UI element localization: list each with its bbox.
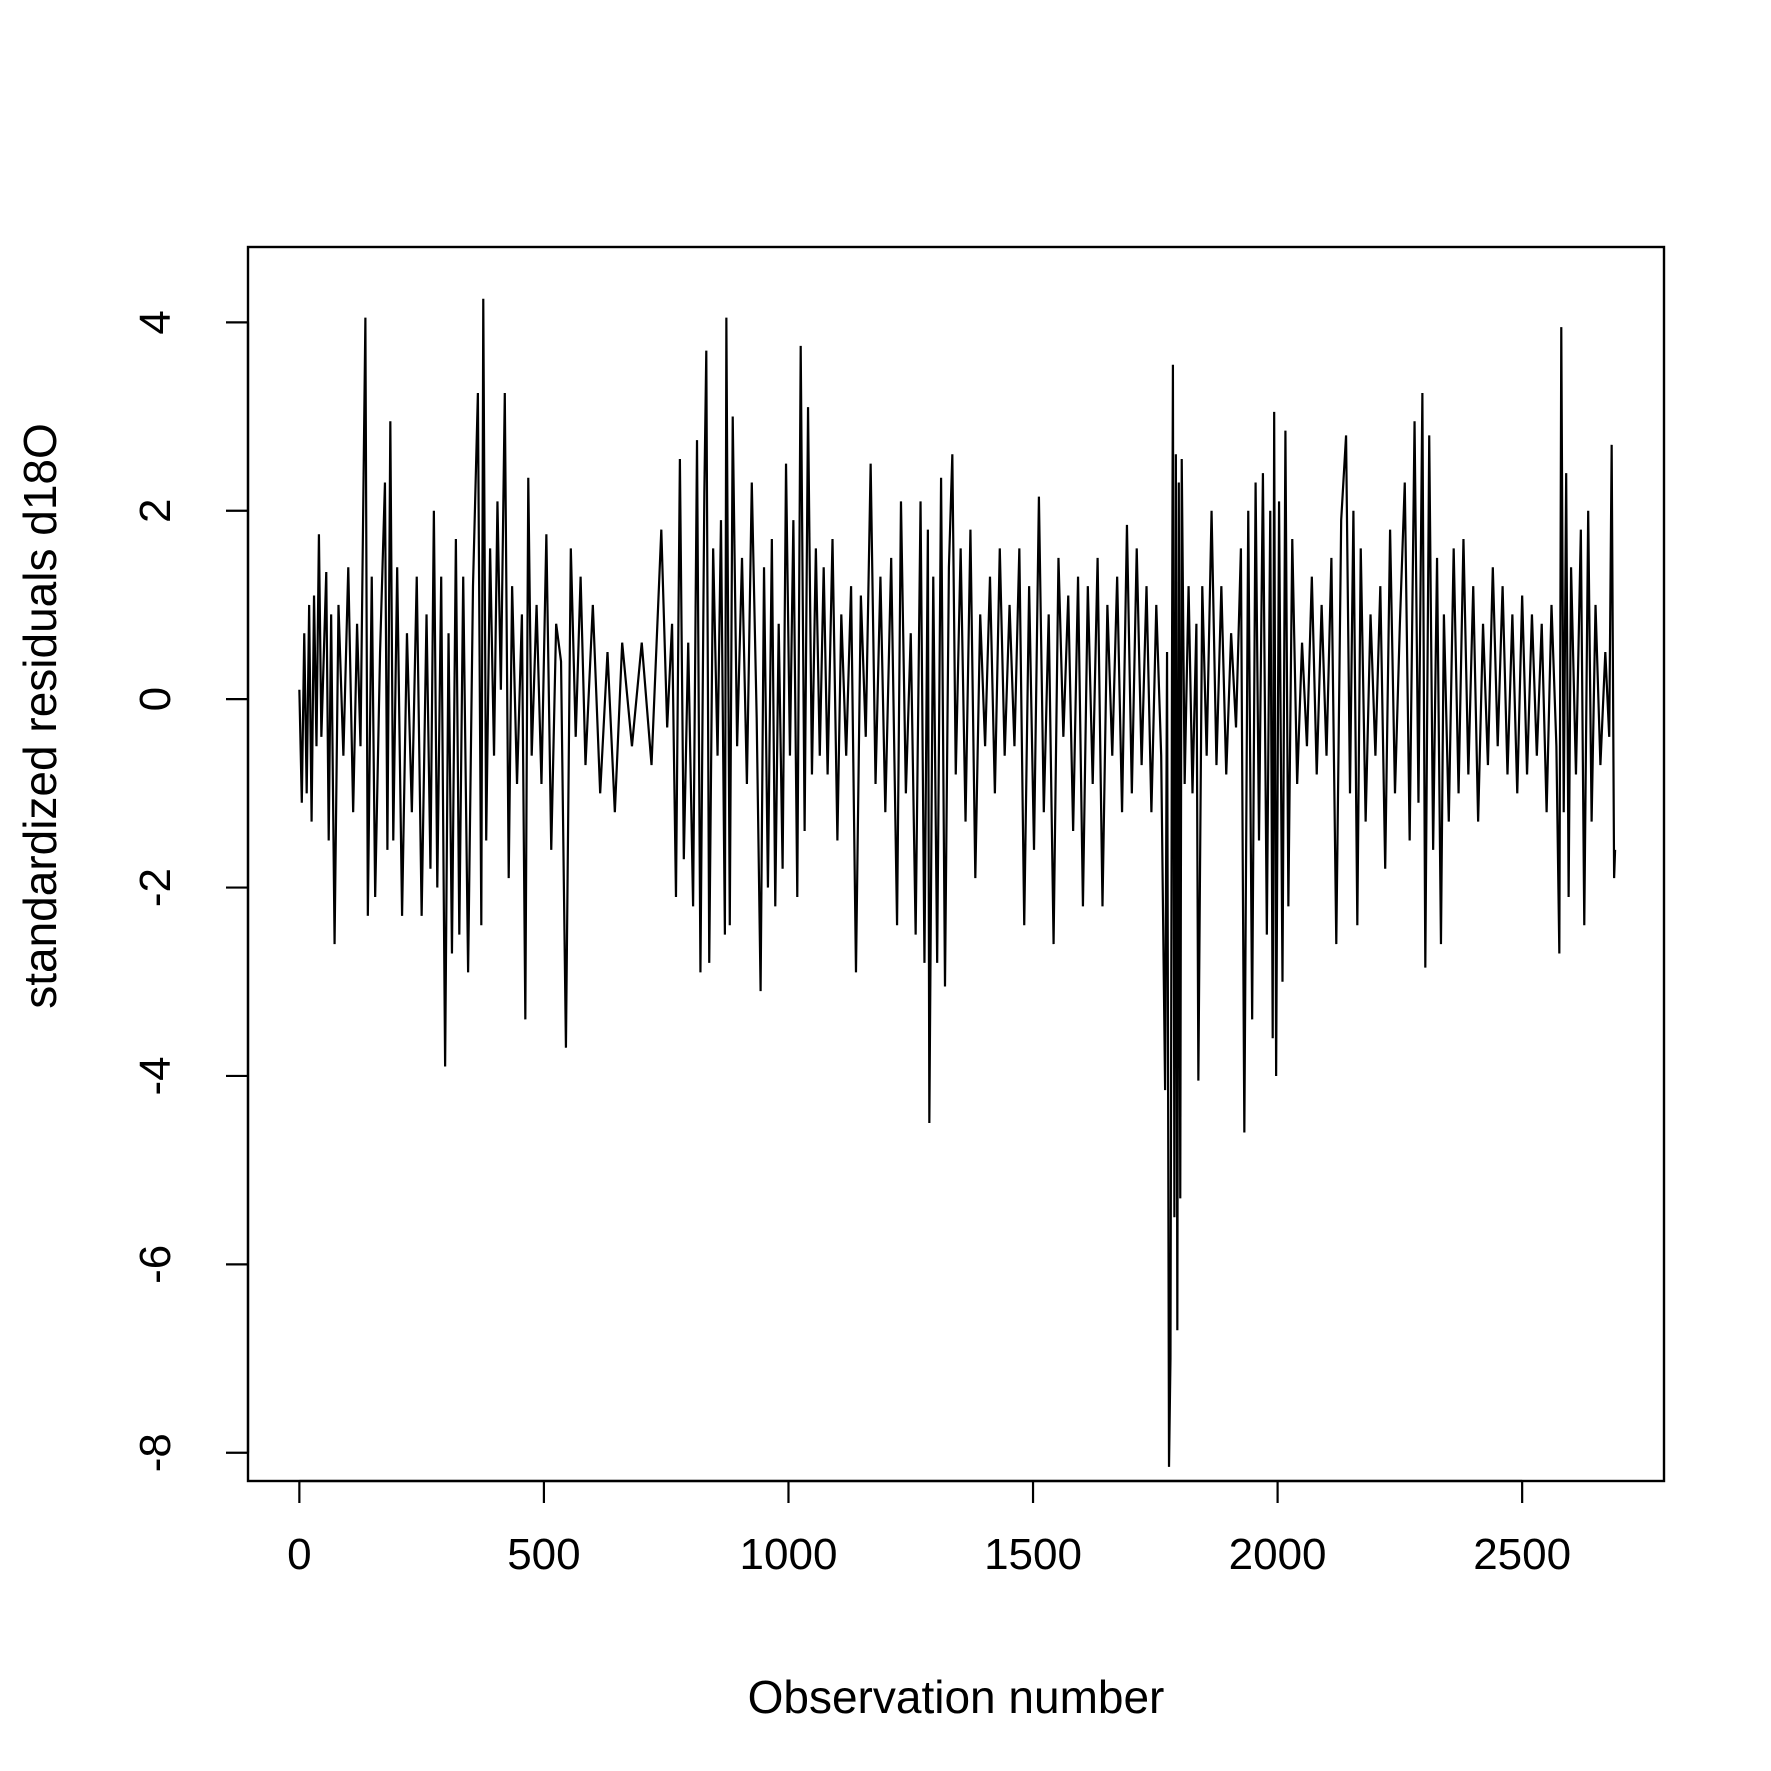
- y-axis: -8 -6 -4 -2 0 2 4: [131, 310, 250, 1472]
- x-axis: 0 500 1000 1500 2000 2500: [287, 1479, 1571, 1579]
- x-tick-label: 0: [287, 1530, 311, 1579]
- y-tick-label: 4: [131, 310, 180, 334]
- x-tick-label: 2500: [1473, 1530, 1571, 1579]
- y-tick-label: -4: [131, 1056, 180, 1095]
- y-tick-label: 0: [131, 687, 180, 711]
- x-tick-label: 1000: [740, 1530, 838, 1579]
- x-tick-label: 1500: [984, 1530, 1082, 1579]
- y-tick-label: -2: [131, 868, 180, 907]
- residuals-line: [298, 298, 1617, 1467]
- residuals-series: [298, 298, 1617, 1467]
- x-axis-title: Observation number: [748, 1671, 1165, 1723]
- x-tick-label: 2000: [1229, 1530, 1327, 1579]
- y-tick-label: -6: [131, 1245, 180, 1284]
- y-tick-label: 2: [131, 499, 180, 523]
- y-axis-title: standardized residuals d18O: [14, 423, 66, 1009]
- x-tick-label: 500: [507, 1530, 580, 1579]
- y-tick-label: -8: [131, 1433, 180, 1472]
